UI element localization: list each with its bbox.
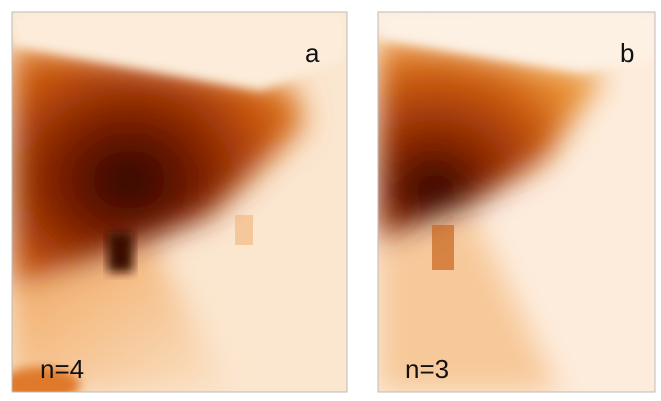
panel-caption: n=4 (40, 354, 84, 384)
panel-label: b (620, 38, 634, 68)
panel-b: b n=3 (378, 12, 655, 392)
panel-a: a n=4 (0, 12, 347, 401)
panel-label: a (305, 38, 320, 68)
figure: a n=4 b n=3 (0, 0, 661, 401)
panel-caption: n=3 (405, 354, 449, 384)
